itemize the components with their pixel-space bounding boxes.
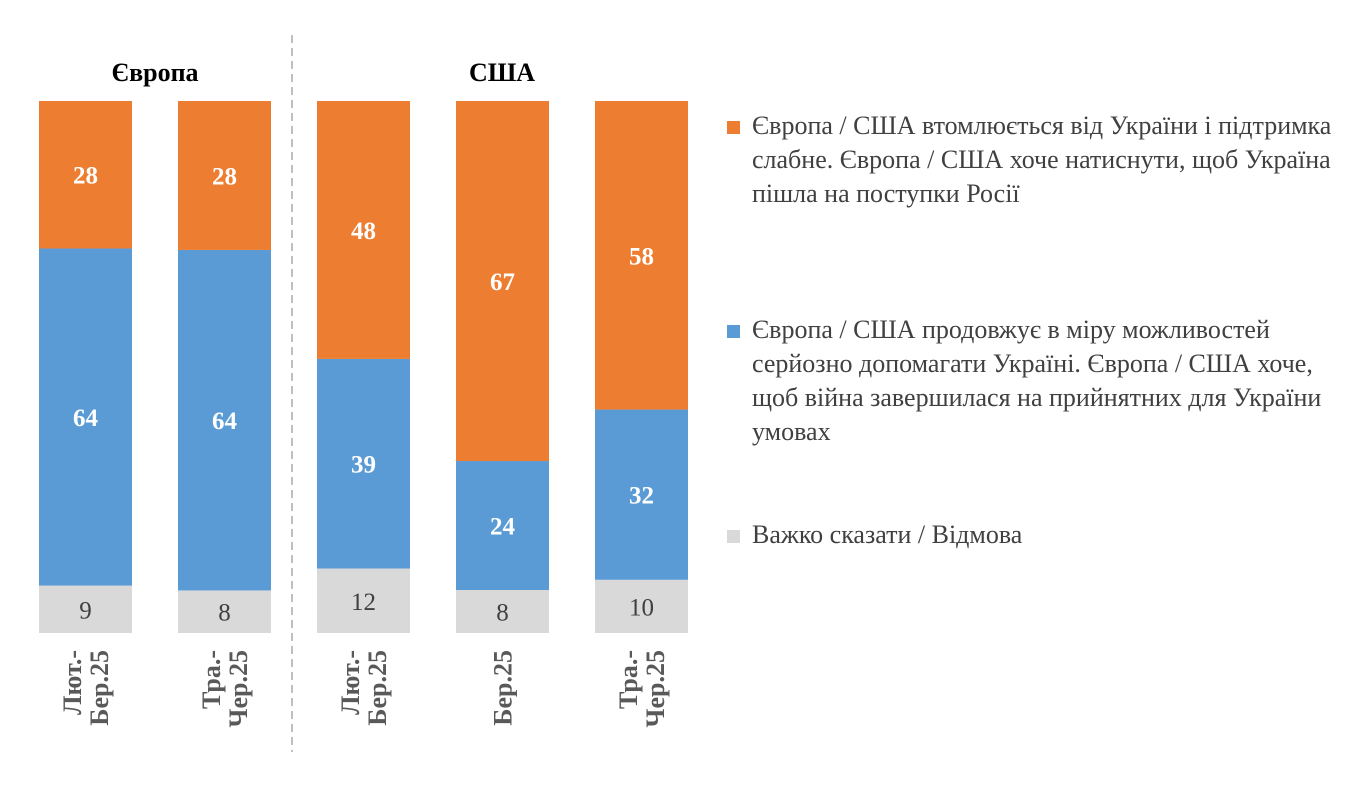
data-label: 8 [218, 600, 231, 627]
legend-label: Європа / США втомлюється від України і п… [752, 111, 1332, 208]
data-label: 32 [629, 483, 654, 510]
category-label: Бер.25 [363, 650, 392, 726]
bar-segment [456, 590, 549, 633]
data-label: 28 [73, 163, 98, 190]
bar-segment [595, 101, 688, 410]
data-label: 64 [73, 405, 99, 432]
bar-segment [178, 590, 271, 633]
legend-swatch-gray [727, 530, 740, 543]
data-label: 12 [351, 589, 376, 616]
bar-segment [456, 461, 549, 591]
data-label: 58 [629, 243, 654, 270]
bar-segment [456, 101, 549, 462]
category-label: Тра.- [614, 650, 643, 709]
bar-segment [317, 568, 410, 633]
bar-segment [39, 101, 132, 249]
legend-label: Важко сказати / Відмова [752, 520, 1023, 549]
data-label: 9 [79, 597, 92, 624]
bar-segment [39, 585, 132, 633]
bar-segment [178, 249, 271, 591]
data-label: 10 [629, 594, 654, 621]
data-label: 67 [490, 269, 515, 296]
legend-label: Європа / США продовжує в міру можливосте… [752, 315, 1322, 446]
category-label: Лют.- [58, 650, 87, 715]
category-label: Бер.25 [85, 650, 114, 726]
bar-segment [317, 358, 410, 569]
bar-segment [595, 579, 688, 633]
legend-swatch-orange [727, 121, 740, 134]
data-label: 24 [490, 514, 516, 541]
data-label: 48 [351, 218, 376, 245]
group-title: США [469, 58, 535, 87]
category-label: Лют.- [336, 650, 365, 715]
category-label: Чер.25 [224, 650, 253, 728]
legend-swatch-blue [727, 325, 740, 338]
data-label: 64 [212, 408, 238, 435]
legend-item-support: Європа / США продовжує в міру можливосте… [727, 313, 1342, 449]
data-label: 28 [212, 163, 237, 190]
data-label: 8 [496, 600, 509, 627]
bar-segment [178, 101, 271, 250]
data-label: 39 [351, 452, 376, 479]
category-label: Бер.25 [489, 650, 518, 726]
bar-segment [39, 248, 132, 586]
legend-item-fatigue: Європа / США втомлюється від України і п… [727, 109, 1342, 211]
category-label: Тра.- [197, 650, 226, 709]
bar-segment [317, 101, 410, 359]
legend-item-hard-to-say: Важко сказати / Відмова [727, 518, 1342, 552]
category-label: Чер.25 [641, 650, 670, 728]
bar-segment [595, 409, 688, 580]
group-title: Європа [111, 58, 198, 87]
